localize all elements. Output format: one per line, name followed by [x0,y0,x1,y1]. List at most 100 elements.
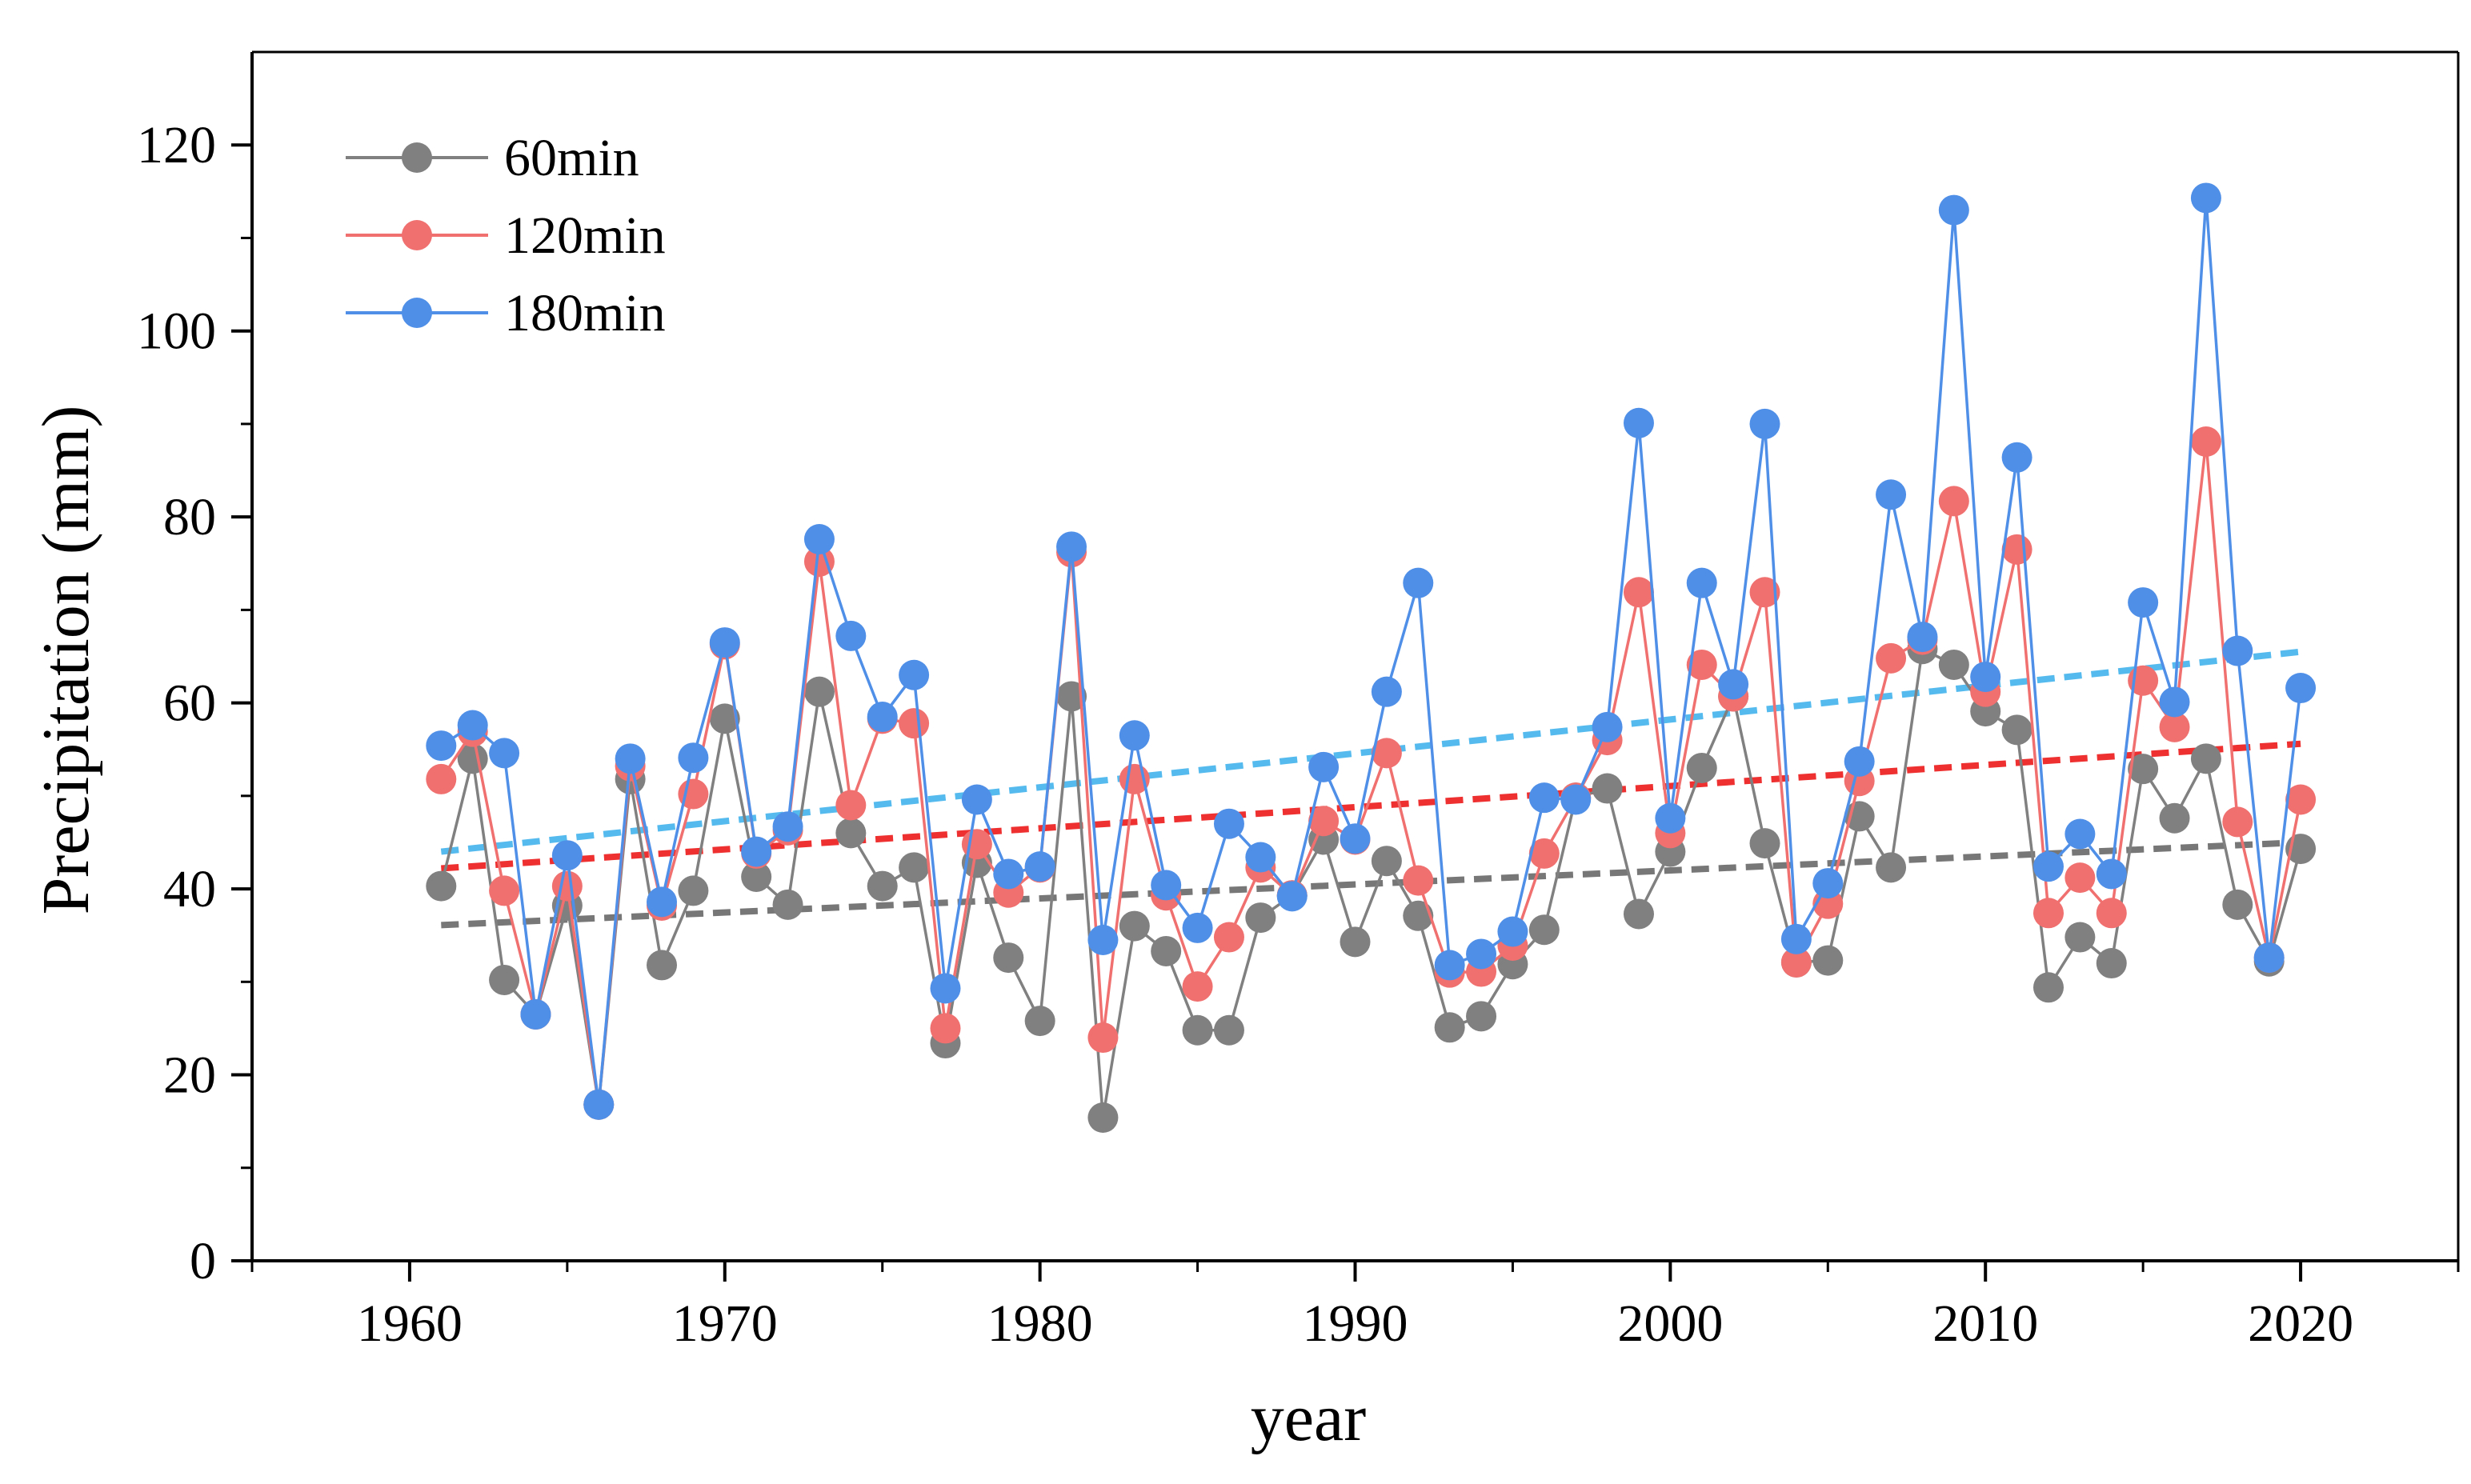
data-point [709,703,740,734]
data-point [1466,1001,1497,1032]
data-point [1340,823,1371,854]
data-point [457,710,488,741]
data-point [1434,1012,1465,1043]
data-point [741,836,772,867]
data-point [2190,426,2221,458]
data-point [1119,720,1150,751]
data-point [835,818,867,849]
data-point [993,858,1024,890]
data-point [1749,577,1780,608]
data-point [1749,408,1780,439]
data-point [1024,1006,1055,1037]
data-point [551,840,583,871]
data-point [1623,577,1654,608]
data-point [899,852,930,883]
data-point [1497,916,1528,947]
data-point [2001,714,2032,746]
data-point [1686,752,1717,783]
data-point [867,702,898,733]
data-point [2065,818,2096,850]
data-point [2065,922,2096,953]
data-point [1528,782,1560,814]
data-point [961,784,992,815]
data-point [899,708,930,739]
data-point [1718,669,1749,700]
data-point [1970,662,2001,693]
data-point [835,620,867,651]
data-point [426,763,457,794]
data-point [678,875,709,906]
data-point [1308,806,1340,837]
data-point [1371,846,1402,877]
data-point [489,964,520,995]
data-point [1780,946,1812,978]
data-point [1686,567,1717,598]
data-point [741,861,772,892]
legend-label-120min: 120min [504,206,666,265]
data-point [1812,945,1844,976]
data-point [2128,587,2159,618]
data-point [1844,746,1875,777]
data-point [930,973,961,1004]
y-tick-label: 80 [163,488,216,546]
legend-marker-120min [402,220,432,250]
data-point [615,743,646,774]
data-point [1655,802,1686,834]
data-point [1528,914,1560,946]
data-point [2159,686,2190,718]
data-point [1623,898,1654,930]
series-120min [426,426,2317,1120]
data-point [1151,870,1182,901]
data-point [2032,972,2064,1003]
data-point [1182,1014,1213,1046]
data-point [2096,948,2127,979]
data-point [2159,711,2190,742]
legend-marker-60min [402,142,432,173]
legend-label-180min: 180min [504,284,666,342]
data-point [867,870,898,902]
data-point [1876,642,1907,674]
legend-label-60min: 60min [504,129,639,187]
data-point [1087,925,1119,956]
data-point [2032,898,2064,929]
data-point [1686,649,1717,680]
data-point [1938,194,1969,226]
data-point [678,742,709,774]
data-point [803,676,835,707]
series-180min [426,182,2317,1120]
data-point [772,811,803,842]
data-point [1434,950,1465,981]
data-point [489,738,520,769]
data-point [2159,802,2190,834]
data-point [2222,635,2253,666]
data-point [1056,531,1087,562]
x-tick-label: 2020 [2248,1294,2353,1353]
data-point [1780,923,1812,954]
data-point [1876,479,1907,510]
data-point [1403,567,1434,598]
data-point [1340,926,1371,958]
data-point [1213,922,1244,953]
data-point [2190,182,2221,214]
data-point [1087,1022,1119,1054]
y-axis-title: Precipitation (mm) [29,406,103,915]
data-point [2222,889,2253,920]
data-point [1087,1102,1119,1134]
data-point [2128,754,2159,785]
data-point [1245,902,1276,934]
data-point [426,730,457,762]
legend: 60min 120min 180min [346,129,666,342]
data-point [1308,751,1340,782]
data-point [803,524,835,555]
data-point [1560,784,1592,815]
data-point [803,546,835,577]
data-point [1371,676,1402,707]
series-line-180min [440,196,2302,1106]
legend-marker-180min [402,298,432,328]
data-point [2222,806,2253,838]
data-point [2285,673,2317,704]
data-point [709,627,740,658]
data-point [1623,407,1654,438]
data-point [772,889,803,920]
data-point [1592,711,1623,742]
